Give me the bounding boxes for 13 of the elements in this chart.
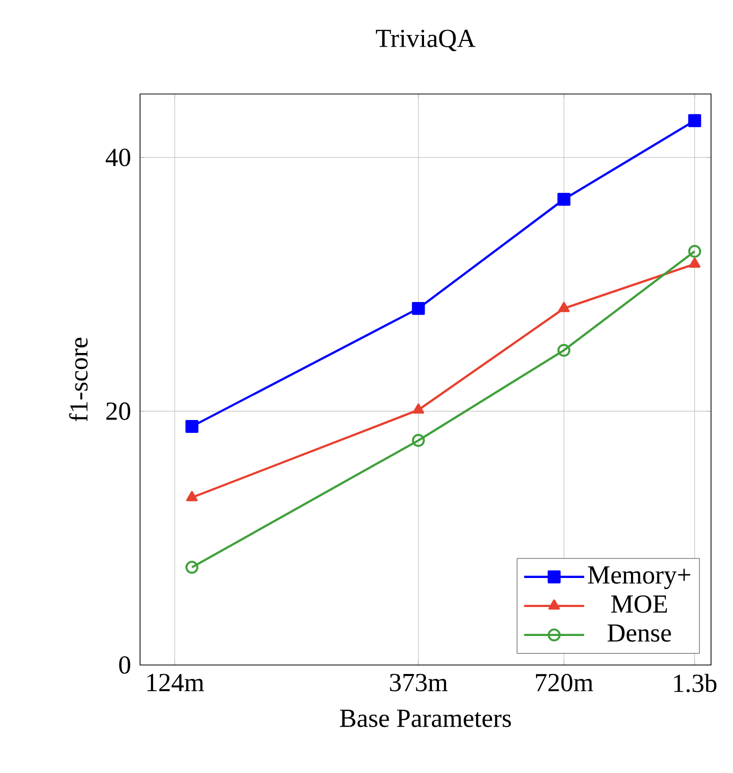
legend-label: Dense	[608, 624, 671, 642]
chart-title: TriviaQA	[376, 30, 476, 52]
legend-label: Memory+	[588, 566, 690, 590]
x-tick-label: 373m	[390, 674, 448, 692]
x-axis-title: Base Parameters	[340, 710, 511, 728]
y-axis-title: f1-score	[69, 338, 88, 422]
x-tick-label: 1.3b	[674, 674, 716, 692]
y-tick-label: 0	[119, 656, 130, 674]
y-tick-label: 40	[106, 148, 130, 166]
x-tick-label: 124m	[147, 674, 204, 692]
y-tick-label: 20	[106, 402, 130, 420]
x-tick-label: 720m	[536, 674, 594, 692]
legend-label: MOE	[611, 595, 667, 613]
